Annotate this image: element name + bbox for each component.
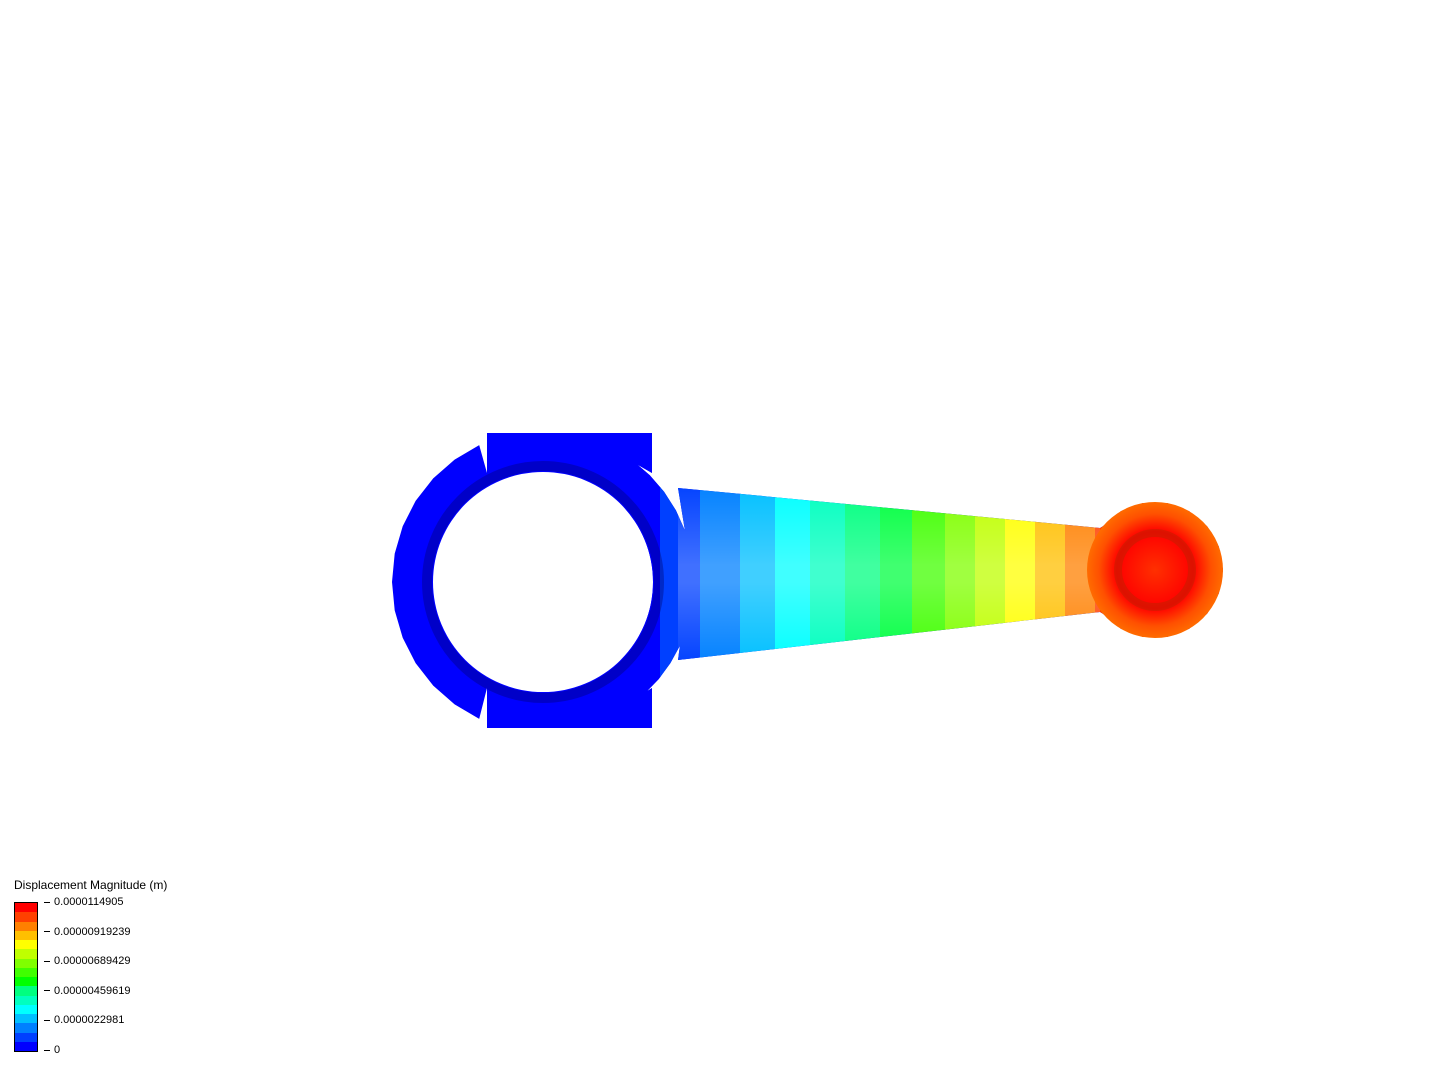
legend-segment	[15, 1042, 37, 1051]
legend-segment	[15, 996, 37, 1005]
legend-segment	[15, 1033, 37, 1042]
legend-tick: 0.00000689429	[44, 955, 130, 967]
legend-segment	[15, 931, 37, 940]
fea-contour-plot	[0, 0, 1440, 1080]
legend-segment	[15, 977, 37, 986]
legend-segment	[15, 1005, 37, 1014]
legend-tick: 0	[44, 1044, 60, 1056]
viewport: Displacement Magnitude (m) 0.0000114905 0…	[0, 0, 1440, 1080]
legend-segment	[15, 940, 37, 949]
legend-tick: 0.00000459619	[44, 985, 130, 997]
legend-segment	[15, 903, 37, 912]
legend-segment	[15, 922, 37, 931]
legend-segment	[15, 986, 37, 995]
color-legend: Displacement Magnitude (m) 0.0000114905 0…	[14, 878, 184, 1052]
legend-segment	[15, 959, 37, 968]
legend-tick: 0.00000919239	[44, 926, 130, 938]
legend-segment	[15, 1014, 37, 1023]
shank-highlight	[678, 480, 1100, 668]
legend-segment	[15, 968, 37, 977]
legend-segment	[15, 949, 37, 958]
legend-segment	[15, 912, 37, 921]
legend-tick: 0.0000022981	[44, 1014, 124, 1026]
legend-tick: 0.0000114905	[44, 896, 124, 908]
legend-colorbar	[14, 902, 38, 1052]
legend-title: Displacement Magnitude (m)	[14, 878, 184, 892]
legend-ticks: 0.00001149050.000009192390.000006894290.…	[44, 902, 184, 1050]
legend-segment	[15, 1023, 37, 1032]
big-end-bore-rim	[427, 466, 659, 698]
small-end-contour	[1085, 500, 1225, 640]
